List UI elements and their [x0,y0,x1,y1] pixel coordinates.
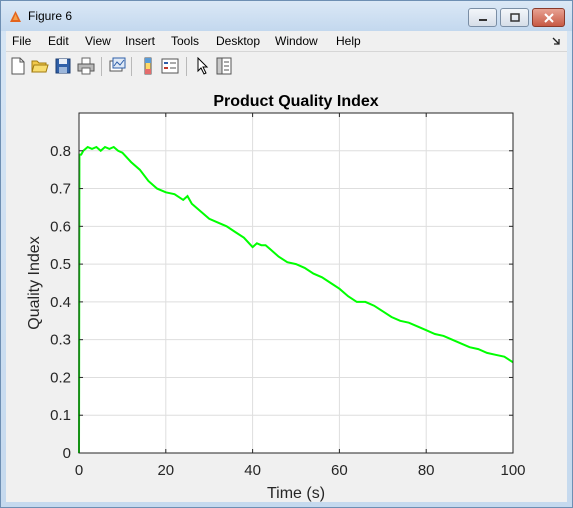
maximize-icon [509,13,520,22]
axis-ticks: 0 20 40 60 80 100 0 0.1 0.2 0.3 0.4 0.5 0.6 0.7 0.8 [50,113,526,479]
figure-canvas: 0 20 40 60 80 100 0 0.1 0.2 0.3 0.4 0.5 0.6 0.7 0.8 Pr… [6,82,567,502]
property-inspector-icon[interactable] [215,57,233,75]
toolbar-separator [186,57,187,76]
toolbar-separator [101,57,102,76]
minimize-icon [478,18,487,21]
x-tick-label: 0 [75,462,83,479]
insert-legend-icon[interactable] [161,57,179,75]
x-axis-label: Time (s) [267,485,325,502]
y-tick-label: 0.4 [50,294,71,311]
menu-file[interactable]: File [12,34,32,48]
y-axis-label: Quality Index [26,236,43,329]
y-tick-label: 0 [63,445,71,462]
menu-view[interactable]: View [85,34,111,48]
toolbar-separator [131,57,132,76]
menu-desktop[interactable]: Desktop [216,34,261,48]
x-tick-label: 40 [244,462,261,479]
line-chart[interactable]: 0 20 40 60 80 100 0 0.1 0.2 0.3 0.4 0.5 0.6 0.7 0.8 Pr… [6,82,567,502]
x-tick-label: 100 [500,462,525,479]
close-button[interactable] [532,8,565,27]
minimize-button[interactable] [468,8,497,27]
y-tick-label: 0.2 [50,369,71,386]
menu-insert[interactable]: Insert [125,34,156,48]
y-tick-label: 0.6 [50,218,71,235]
chart-title: Product Quality Index [213,93,378,110]
y-tick-label: 0.7 [50,181,71,198]
print-icon[interactable] [77,57,95,75]
insert-colorbar-icon[interactable] [139,57,157,75]
plot-area [79,113,513,453]
x-tick-label: 80 [418,462,435,479]
y-tick-label: 0.3 [50,332,71,349]
dock-arrow-icon[interactable] [552,37,560,45]
window-title: Figure 6 [28,9,73,23]
new-figure-icon[interactable] [9,57,27,75]
x-tick-label: 20 [157,462,174,479]
figure-toolbar [6,51,567,83]
maximize-button[interactable] [500,8,529,27]
matlab-icon [10,11,21,22]
open-file-icon[interactable] [31,57,49,75]
menu-help[interactable]: Help [336,34,361,48]
series-line [78,145,514,454]
link-plot-icon[interactable] [108,57,126,75]
axes-box [78,112,514,454]
menu-tools[interactable]: Tools [171,34,200,48]
pointer-icon[interactable] [194,57,212,75]
menu-edit[interactable]: Edit [48,34,69,48]
close-icon [543,12,554,23]
title-bar: Figure 6 [1,1,572,31]
menu-window[interactable]: Window [275,34,318,48]
menu-bar: File Edit View Insert Tools Desktop Wind… [6,31,567,51]
y-tick-label: 0.8 [50,143,71,160]
x-tick-label: 60 [331,462,348,479]
y-tick-label: 0.1 [50,407,71,424]
y-tick-label: 0.5 [50,256,71,273]
save-icon[interactable] [54,57,72,75]
